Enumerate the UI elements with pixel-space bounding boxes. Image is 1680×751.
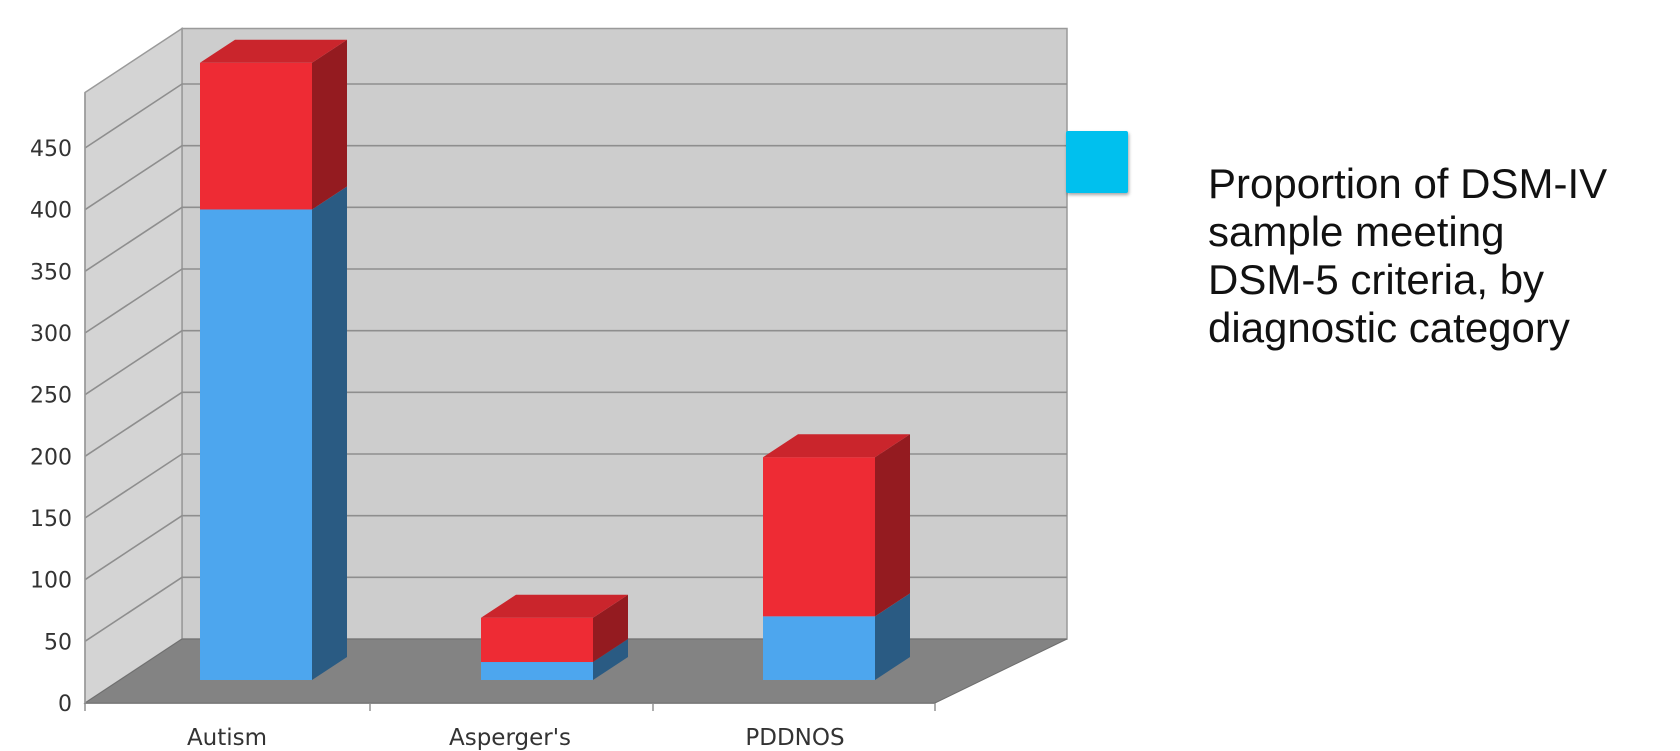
bar-autism-series1-side [312, 186, 347, 680]
y-tick-label: 300 [30, 322, 72, 347]
bar-pddnos-series1-front [763, 616, 875, 680]
gridline [84, 391, 1067, 458]
y-tick-label: 450 [30, 137, 72, 162]
gridline [84, 83, 1067, 149]
bar-aspergers-series2-front [481, 617, 593, 663]
y-tick-label: 350 [30, 260, 72, 285]
bar-aspergers-series1-front [481, 662, 593, 680]
y-tick-label: 0 [58, 692, 72, 717]
y-tick-label: 250 [30, 384, 72, 409]
gridline [84, 206, 1067, 273]
y-tick-label: 50 [44, 630, 72, 655]
bar-autism-series1-front [200, 209, 312, 680]
bar-autism-series2-side [312, 39, 347, 210]
y-tick-label: 100 [30, 569, 72, 594]
gridline [84, 144, 1067, 211]
gridline [84, 329, 1067, 396]
y-tick-label: 400 [30, 199, 72, 224]
chart-bars [200, 39, 910, 680]
bar-autism-series2-front [200, 62, 312, 210]
bar-pddnos-series2-front [763, 457, 875, 617]
bar-pddnos-series2-side [875, 434, 910, 617]
bar-aspergers-series2-side [593, 594, 628, 663]
x-category-label: PDDNOS [745, 725, 844, 751]
y-tick-label: 200 [30, 445, 72, 470]
bar-pddnos-series1-side [875, 593, 910, 680]
x-category-label: Autism [187, 725, 267, 751]
chart-axes: 0 50 100 150 200 250 300 350 400 450 Autism Asperge… [30, 92, 936, 751]
side-wall [84, 27, 183, 705]
bar-autism-top [200, 39, 347, 63]
y-tick-label: 150 [30, 507, 72, 532]
gridline [84, 268, 1067, 334]
bar-pddnos-top [763, 434, 910, 458]
x-category-label: Asperger's [449, 725, 571, 751]
legend-label: Proportion of DSM-IV sample meeting DSM-… [1208, 160, 1608, 351]
bar-aspergers-top [481, 594, 628, 618]
legend-swatch [1066, 131, 1128, 193]
bar-aspergers-series1-side [593, 639, 628, 680]
chart-gridlines [84, 83, 1067, 643]
